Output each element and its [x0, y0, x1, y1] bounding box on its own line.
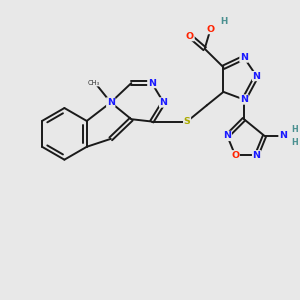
Text: N: N: [253, 151, 261, 160]
Text: CH₃: CH₃: [88, 80, 100, 86]
Text: N: N: [253, 72, 261, 81]
Text: S: S: [184, 117, 190, 126]
Text: O: O: [186, 32, 194, 40]
Text: N: N: [160, 98, 168, 107]
Text: H: H: [220, 17, 227, 26]
Text: N: N: [240, 95, 248, 104]
Text: N: N: [148, 79, 156, 88]
Text: O: O: [231, 151, 239, 160]
Text: H: H: [291, 125, 298, 134]
Text: N: N: [223, 131, 231, 140]
Text: N: N: [279, 131, 287, 140]
Text: H: H: [291, 138, 298, 147]
Text: N: N: [240, 53, 248, 62]
Text: O: O: [206, 25, 214, 34]
Text: N: N: [107, 98, 115, 107]
